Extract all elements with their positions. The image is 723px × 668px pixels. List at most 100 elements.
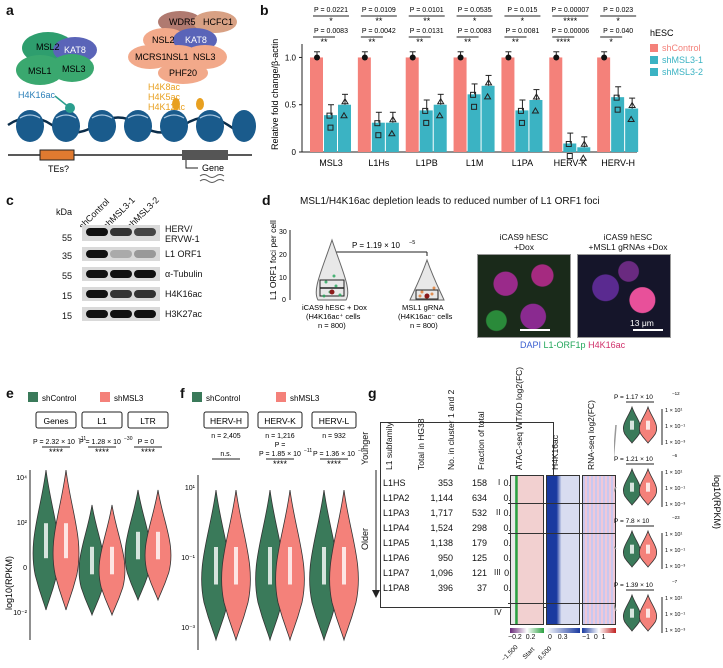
point-shmsl3-1 xyxy=(613,94,620,101)
e-ytick: 10² xyxy=(17,520,28,527)
g-ytick: 1 × 10⁻¹ xyxy=(665,548,685,554)
te-box xyxy=(39,149,75,161)
point-shmsl3-2 xyxy=(436,97,445,105)
micrograph-control xyxy=(477,254,571,338)
d-violin-1 xyxy=(315,238,349,301)
point-shmsl3-2 xyxy=(628,101,637,109)
g-pexp-2: −23 xyxy=(672,515,680,520)
g-violin-control-box xyxy=(630,608,634,618)
e-violin-control-box xyxy=(90,546,94,575)
f-violin-shmsl3-box xyxy=(288,547,292,585)
g-pval-3: P = 1.39 × 10 xyxy=(614,582,653,589)
bar-HERV-K-1 xyxy=(563,143,577,152)
row-label-5: H3K27ac xyxy=(165,309,203,319)
marker-5: 15 xyxy=(62,311,73,321)
e-stars-0: **** xyxy=(49,447,64,457)
point-shmsl3-2 xyxy=(579,154,588,161)
nucleosomes xyxy=(16,110,256,142)
e-violin-shmsl3-box xyxy=(64,523,68,559)
western-blot: kDa shControl shMSL3-1 shMSL3-2 55 35 55… xyxy=(0,195,250,325)
f-legend-1: shControl xyxy=(206,394,240,403)
e-violin-shmsl3-box xyxy=(110,546,114,575)
e-legend-1: shControl xyxy=(42,394,76,403)
table-cell: 37 xyxy=(476,582,487,593)
svg-text:NSL2: NSL2 xyxy=(152,35,175,45)
g-violin-shmsl3-box xyxy=(646,420,650,430)
point-shmsl3-1 xyxy=(471,103,478,110)
scale-bar xyxy=(633,329,663,331)
e-legend-swatch-1 xyxy=(28,392,38,402)
b-legend-title: hESC xyxy=(650,28,674,38)
b-pval-top: P = 0.0535 xyxy=(458,7,492,14)
e-group-box xyxy=(35,411,77,429)
g-ytick: 1 × 10⁻¹ xyxy=(665,612,685,618)
svg-text:KAT8: KAT8 xyxy=(185,35,207,45)
point-shmsl3-2 xyxy=(484,78,493,86)
b-stars-bottom: ** xyxy=(368,37,376,47)
table-cell: 179 xyxy=(471,537,487,548)
table-row: L1HS3531580.45 xyxy=(380,475,524,490)
bar-L1PB-1 xyxy=(419,110,433,152)
panel-d-violin: L1 ORF1 foci per cell 0 10 20 30 P = 1.1… xyxy=(268,220,453,330)
g-violin-control-box xyxy=(630,544,634,554)
table-cell: 532 xyxy=(471,507,487,518)
svg-text:0: 0 xyxy=(282,297,286,304)
f-legend-2: shMSL3 xyxy=(290,394,320,403)
b-pval-top: P = 0.015 xyxy=(507,7,537,14)
svg-text:NSL1: NSL1 xyxy=(166,52,189,62)
f-ytick: 10⁻³ xyxy=(181,625,195,632)
panel-d-letter: d xyxy=(262,192,271,208)
b-pval-bottom: P = 0.0083 xyxy=(314,28,348,35)
point-shmsl3-2 xyxy=(483,92,492,100)
bar-L1Hs-0 xyxy=(357,57,371,152)
g-header-2: Total in HG38 xyxy=(416,418,426,471)
table-row: L1PA8396370.09 xyxy=(380,580,524,595)
point-shcontrol xyxy=(553,54,560,61)
cluster-IV: IV xyxy=(494,608,502,617)
marker-2: 35 xyxy=(62,251,73,261)
b-pval-top: P = 0.0109 xyxy=(362,7,396,14)
b-stars-bottom: **** xyxy=(556,37,571,47)
e-ytick: 0 xyxy=(23,565,27,572)
f-group-box xyxy=(203,411,249,429)
g-heat-title-2: H4K16ac xyxy=(550,435,560,470)
e-violin-control-box xyxy=(136,531,140,560)
bar-L1M-2 xyxy=(481,85,495,152)
msl3-blob xyxy=(50,54,94,82)
g-violin-shmsl3-box xyxy=(646,608,650,618)
g-table: L1HS3531580.45L1PA21,1446340.55L1PA31,71… xyxy=(380,475,524,595)
g-age-arrow xyxy=(372,470,380,598)
b-ytick-label: 0.5 xyxy=(285,101,297,110)
d-group1-l2: (H4K16ac⁺ cells xyxy=(306,312,361,321)
hcfc1-blob xyxy=(193,11,237,33)
d-ylabel: L1 ORF1 foci per cell xyxy=(268,220,278,300)
table-cell: 158 xyxy=(471,477,487,488)
f-group-box xyxy=(257,411,303,429)
d-box-2 xyxy=(415,289,439,300)
table-cell: L1PA3 xyxy=(383,507,410,518)
point-shmsl3-1 xyxy=(614,106,621,113)
f-stars-1: **** xyxy=(273,459,288,469)
f-pval-2: P = 1.36 × 10 xyxy=(313,451,355,458)
b-pval-bottom: P = 0.00006 xyxy=(551,28,589,35)
g-violin-shmsl3-box xyxy=(646,482,650,492)
table-row: L1PA69501250.13 xyxy=(380,550,524,565)
b-pval-bottom: P = 0.040 xyxy=(603,28,633,35)
bar-HERV-K-0 xyxy=(549,57,563,152)
svg-text:30: 30 xyxy=(279,229,287,236)
g-ytick: 1 × 10¹ xyxy=(665,470,682,476)
table-cell: 950 xyxy=(437,552,453,563)
b-stars-top: * xyxy=(521,16,525,26)
b-pval-top: P = 0.0101 xyxy=(410,7,444,14)
h4k5ac-label: H4K5ac xyxy=(148,92,181,102)
orange-marks xyxy=(172,98,204,110)
g-ytick: 1 × 10¹ xyxy=(665,532,682,538)
bar-MSL3-1 xyxy=(324,115,337,152)
panel-b-bar-chart: 0 0.5 1.0 Relative fold change/β-actin MSL3 P… xyxy=(270,7,703,168)
b-pval-bottom: P = 0.0081 xyxy=(505,28,539,35)
g-heat-title-1: ATAC-seq WT/KD log2(FC) xyxy=(514,366,524,470)
b-legend-swatch xyxy=(650,44,658,52)
b-xtick-HERV-K: HERV-K xyxy=(554,158,587,168)
f-violin-control-box xyxy=(214,547,218,585)
f-violin-shmsl3-box xyxy=(234,547,238,585)
